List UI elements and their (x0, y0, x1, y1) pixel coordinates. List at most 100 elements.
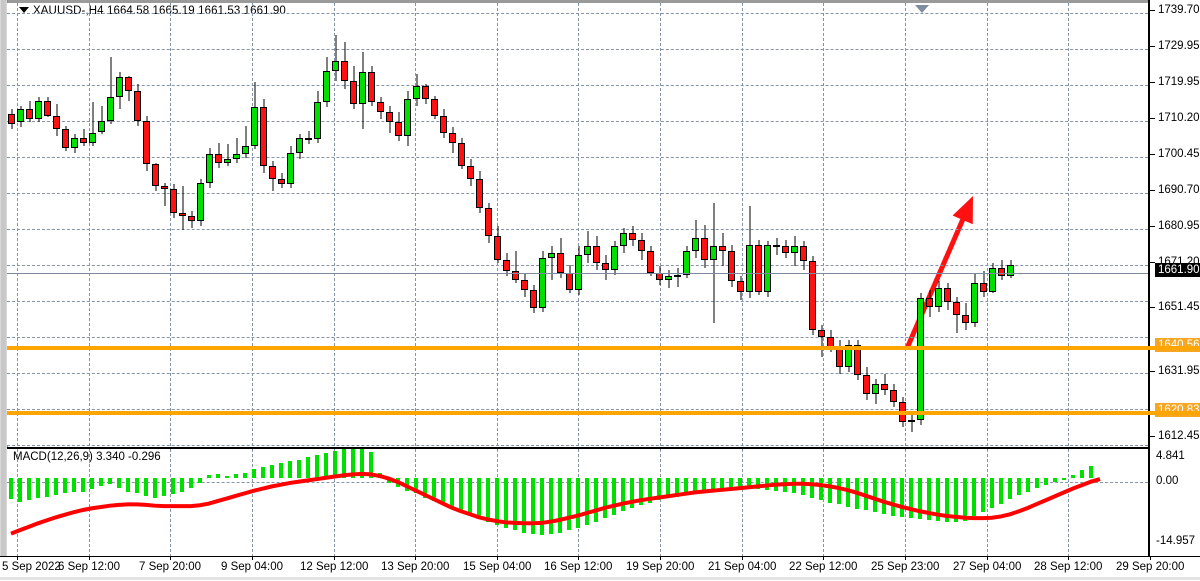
candlestick[interactable] (80, 129, 87, 146)
candlestick[interactable] (962, 303, 969, 331)
candlestick[interactable] (881, 373, 888, 396)
candlestick[interactable] (512, 251, 519, 284)
candlestick[interactable] (134, 83, 141, 126)
candlestick[interactable] (98, 105, 105, 135)
candlestick[interactable] (674, 268, 681, 287)
candlestick[interactable] (755, 239, 762, 295)
candlestick[interactable] (269, 160, 276, 192)
candlestick[interactable] (854, 340, 861, 381)
candlestick[interactable] (890, 383, 897, 408)
candlestick[interactable] (683, 246, 690, 279)
candlestick[interactable] (314, 90, 321, 143)
candlestick[interactable] (665, 269, 672, 289)
candlestick[interactable] (125, 75, 132, 101)
candlestick[interactable] (89, 102, 96, 146)
candlestick[interactable] (404, 90, 411, 146)
candlestick[interactable] (782, 239, 789, 259)
candlestick[interactable] (917, 293, 924, 426)
candlestick[interactable] (251, 82, 258, 150)
candlestick[interactable] (908, 413, 915, 433)
candlestick[interactable] (989, 263, 996, 294)
candlestick[interactable] (8, 109, 15, 130)
candlestick[interactable] (656, 266, 663, 285)
candlestick[interactable] (188, 211, 195, 228)
candlestick[interactable] (449, 127, 456, 153)
candlestick[interactable] (539, 251, 546, 312)
candlestick[interactable] (287, 145, 294, 188)
candlestick[interactable] (458, 137, 465, 170)
candlestick[interactable] (242, 125, 249, 158)
candlestick[interactable] (440, 109, 447, 138)
candlestick[interactable] (17, 105, 24, 128)
candlestick[interactable] (701, 224, 708, 269)
candlestick[interactable] (341, 42, 348, 89)
candlestick[interactable] (692, 219, 699, 259)
candlestick[interactable] (998, 259, 1005, 280)
candlestick[interactable] (323, 57, 330, 108)
candlestick[interactable] (845, 340, 852, 372)
candlestick[interactable] (530, 284, 537, 314)
candlestick[interactable] (593, 236, 600, 270)
candlestick[interactable] (467, 159, 474, 187)
candlestick[interactable] (350, 65, 357, 110)
candlestick[interactable] (206, 147, 213, 188)
candlestick[interactable] (584, 231, 591, 264)
candlestick[interactable] (224, 144, 231, 166)
candlestick[interactable] (62, 125, 69, 151)
candlestick[interactable] (53, 104, 60, 136)
support-level-line-1[interactable] (7, 346, 1148, 350)
candlestick[interactable] (431, 95, 438, 120)
candlestick[interactable] (647, 246, 654, 277)
candlestick[interactable] (143, 115, 150, 171)
candlestick[interactable] (359, 52, 366, 130)
support-level-line-2[interactable] (7, 411, 1148, 415)
candlestick[interactable] (368, 65, 375, 106)
candlestick[interactable] (809, 256, 816, 336)
price-axis[interactable]: 1739.70 1729.95 1719.95 1710.20 1700.45 1690.… (1148, 0, 1200, 556)
candlestick[interactable] (521, 273, 528, 297)
candlestick[interactable] (503, 253, 510, 277)
candlestick[interactable] (386, 105, 393, 133)
price-chart-panel[interactable]: XAUUSD-,H4 1664.58 1665.19 1661.53 1661.… (7, 3, 1148, 446)
candlestick[interactable] (494, 226, 501, 264)
candlestick[interactable] (161, 182, 168, 207)
candlestick[interactable] (566, 264, 573, 294)
candlestick[interactable] (872, 378, 879, 404)
candlestick[interactable] (116, 72, 123, 110)
candlestick[interactable] (422, 83, 429, 105)
candlestick[interactable] (980, 271, 987, 297)
candlestick[interactable] (575, 246, 582, 295)
candlestick[interactable] (476, 171, 483, 213)
candlestick[interactable] (737, 276, 744, 300)
candlestick[interactable] (395, 112, 402, 141)
candlestick[interactable] (107, 57, 114, 125)
candlestick[interactable] (296, 134, 303, 160)
candlestick[interactable] (863, 366, 870, 401)
candlestick[interactable] (710, 202, 717, 324)
candlestick[interactable] (764, 241, 771, 297)
candlestick[interactable] (305, 130, 312, 145)
candlestick[interactable] (953, 296, 960, 334)
candlestick[interactable] (800, 241, 807, 270)
candlestick[interactable] (152, 162, 159, 192)
candlestick[interactable] (377, 97, 384, 120)
candlestick[interactable] (260, 99, 267, 173)
candlestick[interactable] (332, 35, 339, 81)
candlestick[interactable] (179, 186, 186, 230)
candlestick[interactable] (413, 73, 420, 106)
candlestick[interactable] (197, 179, 204, 227)
scrollbar-thumb[interactable] (1, 0, 6, 556)
candlestick[interactable] (170, 184, 177, 218)
macd-indicator-panel[interactable]: MACD(12,26,9) 3.340 -0.296 (7, 448, 1148, 557)
candlestick[interactable] (746, 206, 753, 299)
candlestick[interactable] (944, 283, 951, 310)
candlestick[interactable] (926, 289, 933, 317)
candlestick[interactable] (611, 241, 618, 275)
candlestick[interactable] (971, 273, 978, 327)
candlestick[interactable] (548, 246, 555, 280)
candlestick[interactable] (773, 237, 780, 255)
candlestick[interactable] (791, 236, 798, 267)
candlestick[interactable] (233, 137, 240, 163)
candlestick[interactable] (485, 202, 492, 243)
candlestick[interactable] (620, 227, 627, 254)
